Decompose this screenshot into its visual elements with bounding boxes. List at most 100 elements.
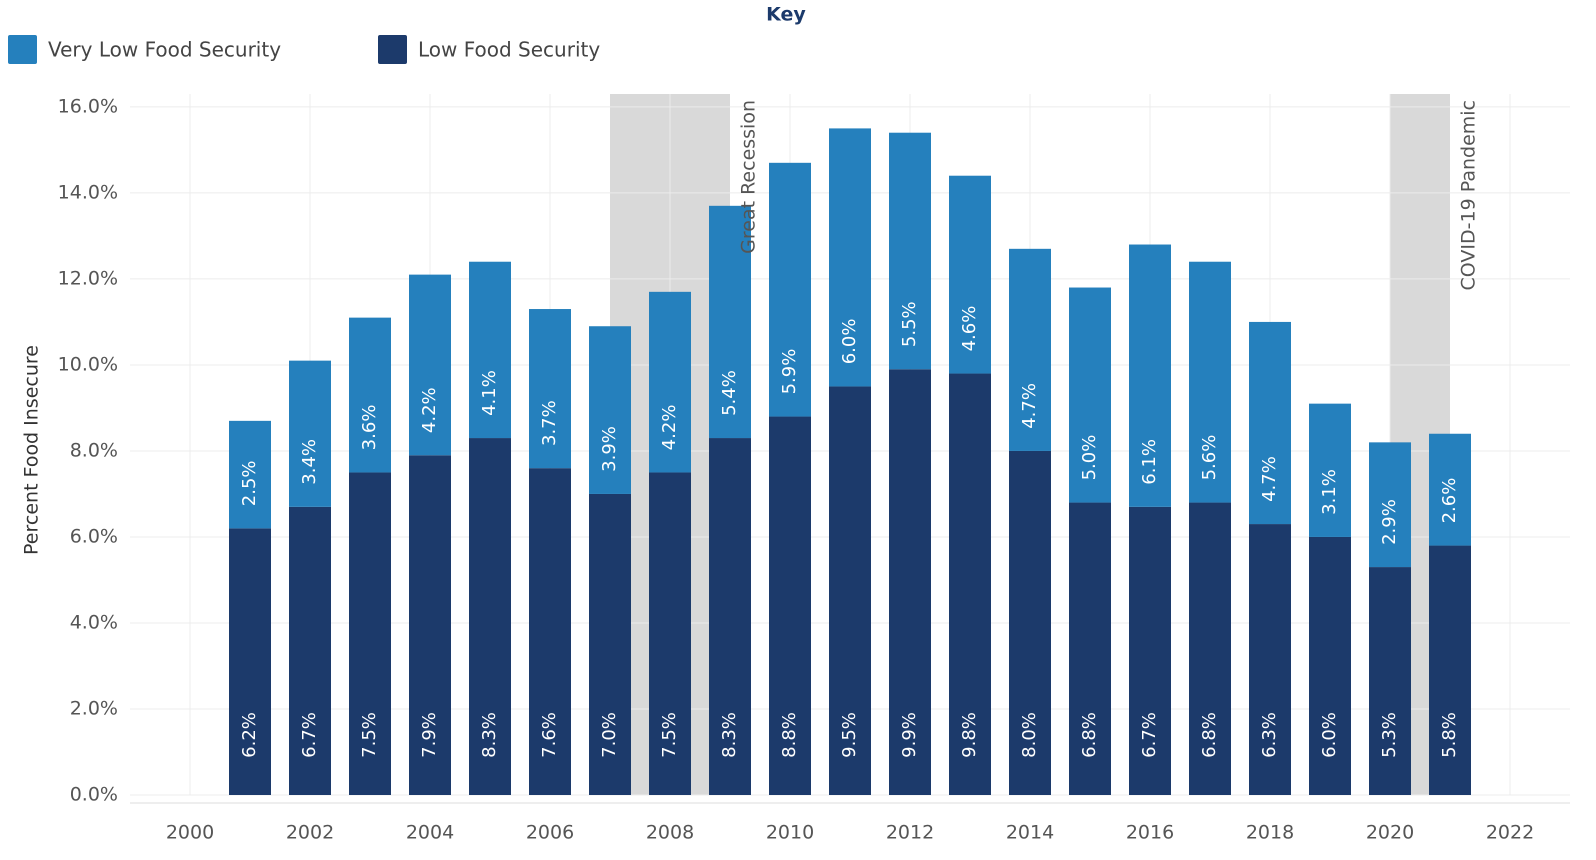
bar-segment — [769, 416, 811, 795]
region-label: Great Recession — [738, 100, 760, 254]
bar-segment — [529, 309, 571, 469]
bar-segment — [349, 317, 391, 473]
data-label: 5.6% — [1199, 435, 1220, 481]
data-label: 7.6% — [539, 712, 560, 758]
x-tick-label: 2014 — [1006, 822, 1054, 844]
y-tick-label: 10.0% — [58, 353, 118, 375]
x-tick-label: 2002 — [286, 822, 334, 844]
data-label: 5.0% — [1079, 435, 1100, 481]
legend-swatch — [8, 35, 37, 64]
data-label: 8.0% — [1019, 712, 1040, 758]
bar-segment — [1429, 433, 1471, 546]
data-label: 5.9% — [779, 349, 800, 395]
bar-segment — [949, 175, 991, 374]
bar-segment — [529, 468, 571, 795]
x-tick-label: 2004 — [406, 822, 454, 844]
y-tick-label: 12.0% — [58, 267, 118, 289]
data-label: 6.1% — [1139, 439, 1160, 485]
y-tick-label: 0.0% — [70, 784, 118, 806]
legend-swatch — [378, 35, 407, 64]
data-label: 4.2% — [659, 405, 680, 451]
bar-segment — [709, 205, 751, 439]
bar-segment — [349, 472, 391, 795]
y-tick-label: 16.0% — [58, 95, 118, 117]
bar-segment — [1369, 442, 1411, 568]
bar-segment — [1069, 287, 1111, 503]
data-label: 3.4% — [299, 439, 320, 485]
data-label: 3.6% — [359, 405, 380, 451]
data-label: 7.9% — [419, 712, 440, 758]
data-label: 4.6% — [959, 306, 980, 352]
data-label: 9.5% — [839, 712, 860, 758]
y-tick-label: 4.0% — [70, 611, 118, 633]
data-label: 5.4% — [719, 370, 740, 416]
bar-segment — [289, 506, 331, 795]
x-tick-label: 2022 — [1486, 822, 1534, 844]
bar-segment — [889, 132, 931, 370]
bar-segment — [1189, 502, 1231, 795]
data-label: 6.7% — [299, 712, 320, 758]
x-tick-label: 2006 — [526, 822, 574, 844]
data-label: 3.1% — [1319, 469, 1340, 515]
data-label: 6.2% — [239, 712, 260, 758]
legend-label: Low Food Security — [418, 38, 600, 62]
data-label: 9.9% — [899, 712, 920, 758]
bar-segment — [1309, 536, 1351, 795]
bar-segment — [409, 274, 451, 456]
data-label: 8.3% — [479, 712, 500, 758]
bar-segment — [889, 369, 931, 795]
bar-segment — [949, 373, 991, 795]
data-label: 4.1% — [479, 370, 500, 416]
bar-segment — [1189, 261, 1231, 503]
bar-segment — [1129, 244, 1171, 507]
bar-segment — [649, 291, 691, 473]
data-label: 2.6% — [1439, 478, 1460, 524]
bar-segment — [289, 360, 331, 507]
bar-segment — [229, 420, 271, 529]
data-label: 6.0% — [839, 319, 860, 365]
bar-segment — [1009, 450, 1051, 795]
data-label: 4.2% — [419, 387, 440, 433]
x-tick-label: 2020 — [1366, 822, 1414, 844]
y-axis-label: Percent Food Insecure — [21, 345, 43, 555]
bar-segment — [769, 162, 811, 417]
data-label: 6.8% — [1199, 712, 1220, 758]
data-label: 4.7% — [1019, 383, 1040, 429]
bar-segment — [469, 261, 511, 439]
data-label: 5.3% — [1379, 712, 1400, 758]
region-label: COVID-19 Pandemic — [1458, 100, 1480, 290]
data-label: 7.0% — [599, 712, 620, 758]
x-tick-label: 2012 — [886, 822, 934, 844]
bar-segment — [1009, 248, 1051, 451]
bar-segment — [469, 438, 511, 795]
y-tick-label: 6.0% — [70, 525, 118, 547]
bar-segment — [589, 326, 631, 494]
data-label: 8.8% — [779, 712, 800, 758]
bar-segment — [229, 528, 271, 795]
x-tick-label: 2008 — [646, 822, 694, 844]
y-tick-label: 2.0% — [70, 697, 118, 719]
data-label: 6.0% — [1319, 712, 1340, 758]
legend-label: Very Low Food Security — [48, 38, 281, 62]
bar-segment — [1069, 502, 1111, 795]
y-tick-label: 14.0% — [58, 181, 118, 203]
data-label: 2.9% — [1379, 499, 1400, 545]
data-label: 2.5% — [239, 460, 260, 506]
bar-segment — [829, 128, 871, 387]
legend-title: Key — [766, 4, 806, 26]
data-label: 4.7% — [1259, 456, 1280, 502]
data-label: 8.3% — [719, 712, 740, 758]
bar-segment — [649, 472, 691, 795]
bar-segment — [1129, 506, 1171, 795]
data-label: 3.9% — [599, 426, 620, 472]
bar-segment — [589, 493, 631, 795]
bar-segment — [829, 386, 871, 795]
data-label: 5.8% — [1439, 712, 1460, 758]
bar-segment — [1429, 545, 1471, 795]
bar-segment — [1369, 567, 1411, 795]
x-tick-label: 2010 — [766, 822, 814, 844]
bar-segment — [1309, 403, 1351, 537]
x-tick-label: 2016 — [1126, 822, 1174, 844]
bar-segment — [709, 438, 751, 795]
